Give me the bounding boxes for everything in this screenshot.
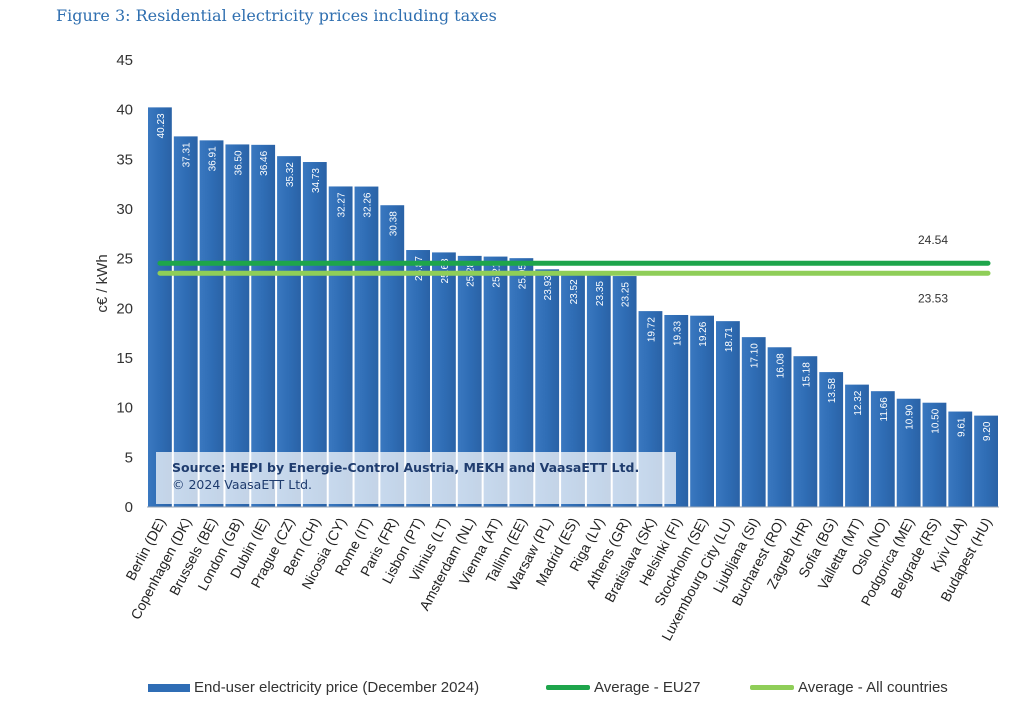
legend-label-all: Average - All countries xyxy=(798,679,948,696)
average-value-label: 23.53 xyxy=(918,291,948,305)
legend-item-price: End-user electricity price (December 202… xyxy=(148,679,479,696)
y-tick-label: 45 xyxy=(116,52,133,69)
data-label: 23.52 xyxy=(569,279,580,304)
y-tick-label: 20 xyxy=(116,300,133,317)
data-label: 40.23 xyxy=(156,113,167,138)
data-label: 25.63 xyxy=(440,258,451,283)
bar xyxy=(767,347,792,507)
data-label: 23.35 xyxy=(595,281,606,306)
bar xyxy=(457,255,482,507)
y-axis-label: c€ / kWh xyxy=(94,254,111,312)
legend-item-eu27: Average - EU27 xyxy=(546,679,700,696)
data-label: 13.58 xyxy=(827,378,838,403)
bar xyxy=(199,140,224,508)
y-axis: 0 5 10 15 20 25 30 35 40 45 xyxy=(116,52,133,516)
legend-swatch-eu27 xyxy=(546,685,590,690)
bar xyxy=(302,162,327,508)
bar xyxy=(793,356,818,507)
bar xyxy=(328,186,353,507)
bar xyxy=(741,337,766,507)
bar xyxy=(974,415,998,507)
bar xyxy=(251,144,276,507)
data-label: 30.38 xyxy=(388,211,399,236)
source-line-2: © 2024 VaasaETT Ltd. xyxy=(172,477,312,492)
data-label: 36.50 xyxy=(233,150,244,175)
x-axis-labels: Berlin (DE)Copenhagen (DK)Brussels (BE)L… xyxy=(122,515,994,643)
data-label: 36.91 xyxy=(208,146,219,171)
average-lines: 24.54 23.53 xyxy=(157,233,991,305)
bar xyxy=(173,136,198,507)
data-label: 32.26 xyxy=(362,192,373,217)
y-tick-label: 35 xyxy=(116,151,133,168)
bar xyxy=(870,391,895,507)
legend-label-price: End-user electricity price (December 202… xyxy=(194,679,480,696)
figure-title: Figure 3: Residential electricity prices… xyxy=(56,6,497,25)
bar xyxy=(896,398,921,507)
bar xyxy=(535,269,560,507)
data-label: 10.50 xyxy=(930,408,941,433)
data-label: 37.31 xyxy=(182,142,193,167)
data-label: 16.08 xyxy=(776,353,787,378)
source-box: Source: HEPI by Energie-Control Austria,… xyxy=(156,452,676,504)
legend-swatch-bar xyxy=(148,683,190,692)
data-label: 10.90 xyxy=(905,404,916,429)
data-label: 35.32 xyxy=(285,162,296,187)
y-tick-label: 30 xyxy=(116,201,133,218)
data-label: 11.66 xyxy=(879,397,890,422)
source-box-bg xyxy=(156,452,676,504)
source-line-1: Source: HEPI by Energie-Control Austria,… xyxy=(172,460,639,475)
data-label: 19.26 xyxy=(698,321,709,346)
bar xyxy=(509,258,534,507)
data-label: 34.73 xyxy=(311,168,322,193)
data-label: 17.10 xyxy=(750,343,761,368)
data-label: 23.25 xyxy=(621,282,632,307)
bar xyxy=(922,402,947,507)
data-label: 9.61 xyxy=(956,417,967,437)
bar xyxy=(845,384,869,507)
bar xyxy=(225,144,250,507)
bars: 40.23 37.31 36.91 36.50 36.46 35.32 34.73 32.27… xyxy=(147,107,999,508)
data-label: 32.27 xyxy=(337,192,348,217)
y-tick-label: 0 xyxy=(125,499,133,516)
data-label: 15.18 xyxy=(801,362,812,387)
bar xyxy=(690,315,714,507)
bar xyxy=(432,252,456,507)
bar xyxy=(612,276,637,507)
y-tick-label: 40 xyxy=(116,102,133,119)
bar xyxy=(716,321,740,507)
bar xyxy=(483,256,508,507)
bar xyxy=(148,107,172,507)
legend-item-all: Average - All countries xyxy=(750,679,948,696)
y-tick-label: 10 xyxy=(116,400,133,417)
y-tick-label: 5 xyxy=(125,449,133,466)
bar xyxy=(380,205,405,507)
bar xyxy=(819,372,844,507)
legend: End-user electricity price (December 202… xyxy=(0,679,1036,699)
bar xyxy=(406,250,430,508)
data-label: 19.33 xyxy=(672,321,683,346)
data-label: 18.71 xyxy=(724,327,735,352)
data-label: 36.46 xyxy=(259,150,270,175)
y-tick-label: 25 xyxy=(116,251,133,268)
bar xyxy=(277,156,301,507)
data-label: 25.87 xyxy=(414,256,425,281)
data-label: 25.05 xyxy=(517,264,528,289)
data-label: 23.93 xyxy=(543,275,554,300)
y-tick-label: 15 xyxy=(116,350,133,367)
data-label: 19.72 xyxy=(646,317,657,342)
data-label: 12.32 xyxy=(853,390,864,415)
bar xyxy=(586,275,611,507)
legend-swatch-all xyxy=(750,685,794,690)
bar xyxy=(354,186,379,507)
average-value-label: 24.54 xyxy=(918,233,948,247)
bar xyxy=(561,273,585,507)
bar xyxy=(948,411,973,507)
data-label: 9.20 xyxy=(982,421,993,441)
legend-label-eu27: Average - EU27 xyxy=(594,679,701,696)
